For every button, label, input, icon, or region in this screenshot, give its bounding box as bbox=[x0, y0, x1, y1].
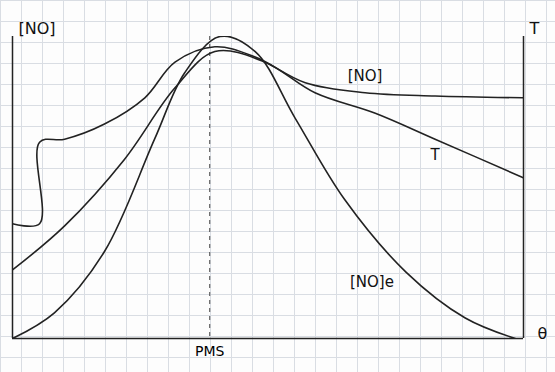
svg-text:T: T bbox=[529, 19, 540, 38]
svg-text:[NO]: [NO] bbox=[19, 19, 56, 38]
svg-text:θ: θ bbox=[538, 324, 548, 343]
svg-text:T: T bbox=[430, 146, 441, 164]
svg-text:[NO]: [NO] bbox=[348, 67, 383, 85]
svg-text:PMS: PMS bbox=[195, 343, 225, 359]
svg-text:[NO]e: [NO]e bbox=[350, 273, 394, 291]
